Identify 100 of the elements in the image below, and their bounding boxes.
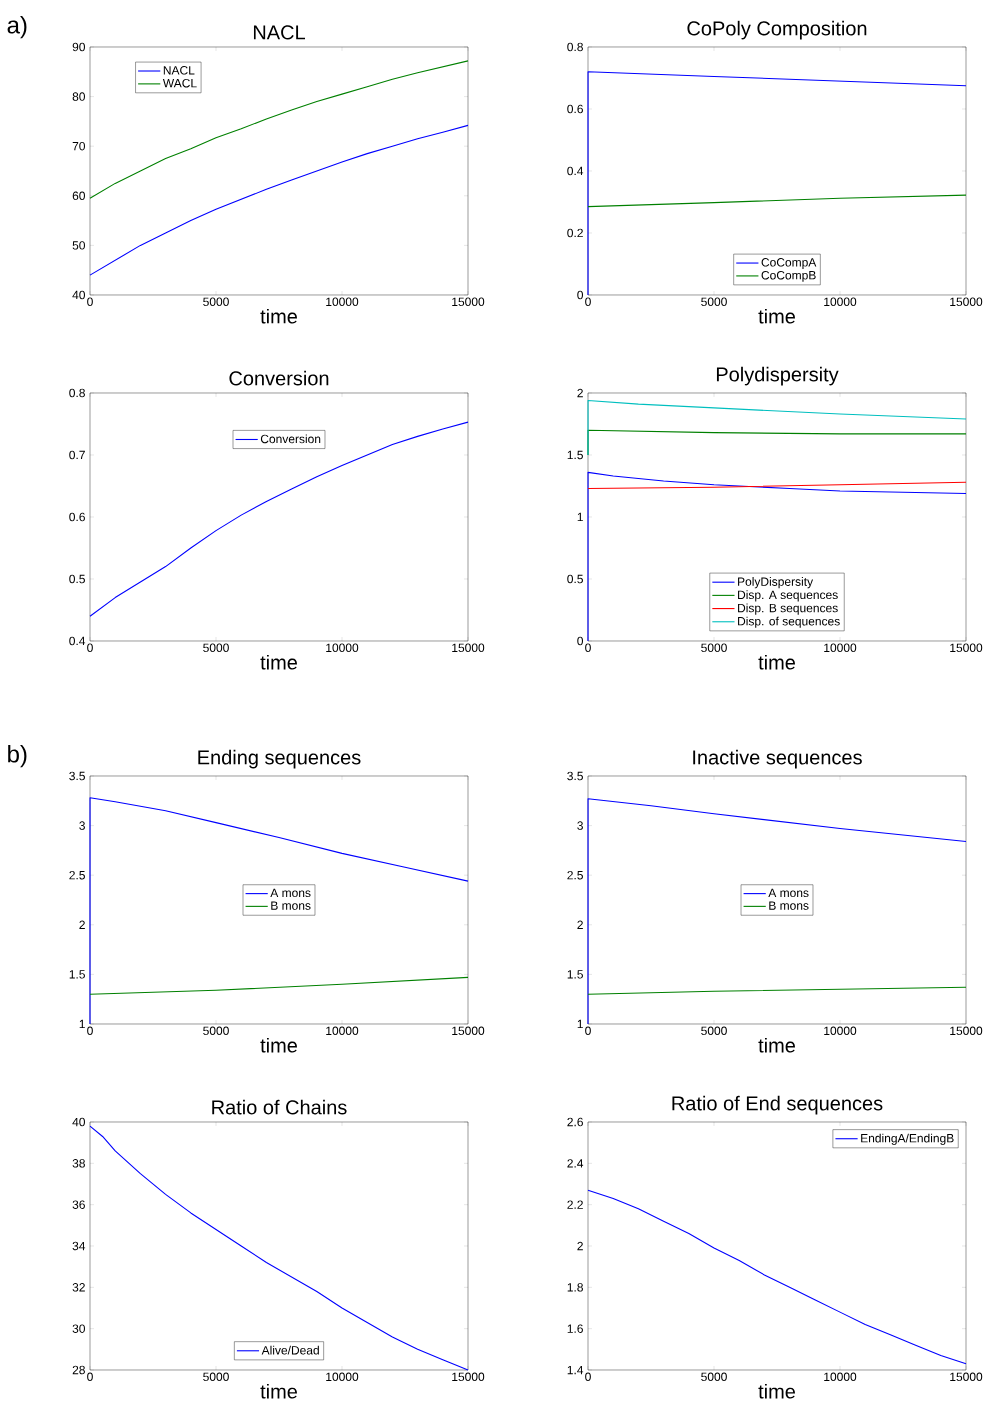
line-series (587, 798, 967, 1025)
y-tick-label: 0.5 (567, 574, 583, 584)
x-tick-label: 5000 (203, 1372, 229, 1382)
y-tick-label: 1.6 (567, 1324, 583, 1333)
y-tick-label: 50 (72, 241, 85, 250)
y-tick-label: 0.6 (567, 104, 583, 114)
x-axis-title: time (260, 1383, 297, 1399)
y-tick-label: 2 (79, 920, 85, 929)
y-tick-label: 2 (577, 388, 583, 398)
y-tick-label: 1.4 (567, 1365, 584, 1375)
legend-label: A mons (270, 888, 311, 898)
text: b) (8, 744, 27, 768)
x-tick-label: 10000 (824, 297, 857, 307)
x-tick-label: 0 (585, 1372, 591, 1382)
chart-title: CoPoly Composition (687, 20, 867, 40)
y-tick-label: 36 (72, 1200, 85, 1209)
y-tick-label: 0.6 (69, 512, 85, 522)
x-tick-label: 10000 (824, 1026, 857, 1036)
x-tick-label: 0 (87, 297, 93, 307)
x-tick-label: 15000 (452, 1372, 485, 1382)
chart-title: NACL (253, 25, 306, 40)
x-axis-title: time (758, 654, 795, 670)
y-tick-label: 1.5 (567, 970, 583, 979)
text: a) (7, 15, 27, 39)
legend-label: Disp. of sequences (738, 616, 840, 628)
x-tick-label: 5000 (701, 643, 727, 653)
x-tick-label: 15000 (452, 643, 485, 653)
line-series (587, 399, 967, 456)
y-tick-label: 0.5 (69, 574, 85, 584)
x-tick-label: 15000 (452, 297, 485, 307)
y-tick-label: 3 (79, 821, 85, 830)
y-tick-label: 3.5 (69, 771, 85, 781)
x-axis-title: time (758, 308, 795, 324)
x-axis-title: time (758, 1037, 795, 1053)
y-tick-label: 32 (72, 1283, 85, 1292)
y-tick-label: 70 (72, 141, 85, 151)
chart-title: Conversion (229, 370, 329, 386)
y-tick-label: 2 (577, 1241, 583, 1251)
y-tick-label: 0.8 (69, 388, 85, 398)
line-series (587, 471, 967, 642)
line-series (587, 1189, 967, 1365)
y-tick-label: 3 (577, 821, 583, 830)
x-tick-label: 5000 (203, 297, 229, 307)
legend-label: Disp. B sequences (738, 603, 838, 615)
x-tick-label: 5000 (701, 1372, 727, 1382)
x-tick-label: 10000 (824, 643, 857, 653)
y-tick-label: 2.6 (567, 1117, 583, 1127)
line-series (89, 797, 469, 1025)
x-tick-label: 5000 (203, 643, 229, 653)
x-tick-label: 15000 (950, 297, 983, 307)
x-tick-label: 10000 (326, 297, 359, 307)
legend-label: WACL (162, 78, 197, 88)
x-tick-label: 0 (585, 297, 591, 307)
legend-label: NACL (163, 66, 195, 75)
y-tick-label: 0.2 (567, 228, 583, 238)
x-tick-label: 0 (585, 643, 591, 653)
chart-title: Ratio of Chains (212, 1099, 347, 1115)
legend-label: A mons (768, 888, 809, 898)
x-tick-label: 15000 (950, 643, 983, 653)
y-tick-label: 90 (72, 42, 85, 52)
y-tick-label: 38 (72, 1159, 85, 1168)
legend-label: PolyDispersity (738, 577, 814, 589)
y-tick-label: 30 (72, 1324, 85, 1333)
x-axis-title: time (260, 654, 297, 670)
legend-label: Conversion (260, 434, 321, 444)
legend-label: EndingA/EndingB (861, 1133, 954, 1145)
x-tick-label: 0 (585, 1026, 591, 1036)
y-tick-label: 2 (577, 920, 583, 929)
y-tick-label: 80 (72, 92, 85, 101)
legend-label: CoCompA (761, 258, 817, 269)
y-tick-label: 2.5 (567, 870, 583, 880)
y-tick-label: 60 (72, 191, 85, 201)
y-tick-label: 1 (577, 512, 583, 522)
y-tick-label: 0.4 (69, 636, 86, 646)
x-tick-label: 10000 (326, 643, 359, 653)
x-tick-label: 0 (87, 1026, 93, 1036)
x-tick-label: 15000 (950, 1026, 983, 1036)
y-tick-label: 0.4 (567, 166, 584, 176)
x-axis-title: time (260, 1037, 297, 1053)
x-tick-label: 10000 (326, 1026, 359, 1036)
y-tick-label: 40 (72, 1117, 85, 1127)
x-axis-title: time (758, 1383, 795, 1399)
y-tick-label: 1 (577, 1019, 583, 1029)
y-tick-label: 34 (72, 1241, 86, 1251)
y-tick-label: 3.5 (567, 771, 583, 781)
y-tick-label: 0.8 (567, 42, 583, 52)
x-tick-label: 5000 (701, 1026, 727, 1036)
y-tick-label: 28 (72, 1365, 85, 1375)
x-tick-label: 0 (87, 1372, 93, 1382)
x-tick-label: 0 (87, 643, 93, 653)
y-tick-label: 1.8 (567, 1283, 583, 1292)
legend-label: B mons (769, 901, 809, 910)
y-tick-label: 40 (72, 290, 85, 300)
line-series (587, 194, 967, 208)
line-series (587, 481, 967, 490)
chart-title: Polydispersity (716, 366, 839, 386)
y-tick-label: 0 (577, 290, 584, 300)
y-tick-label: 1 (79, 1019, 85, 1029)
legend-label: CoCompB (761, 270, 816, 282)
y-tick-label: 1.5 (567, 450, 583, 460)
